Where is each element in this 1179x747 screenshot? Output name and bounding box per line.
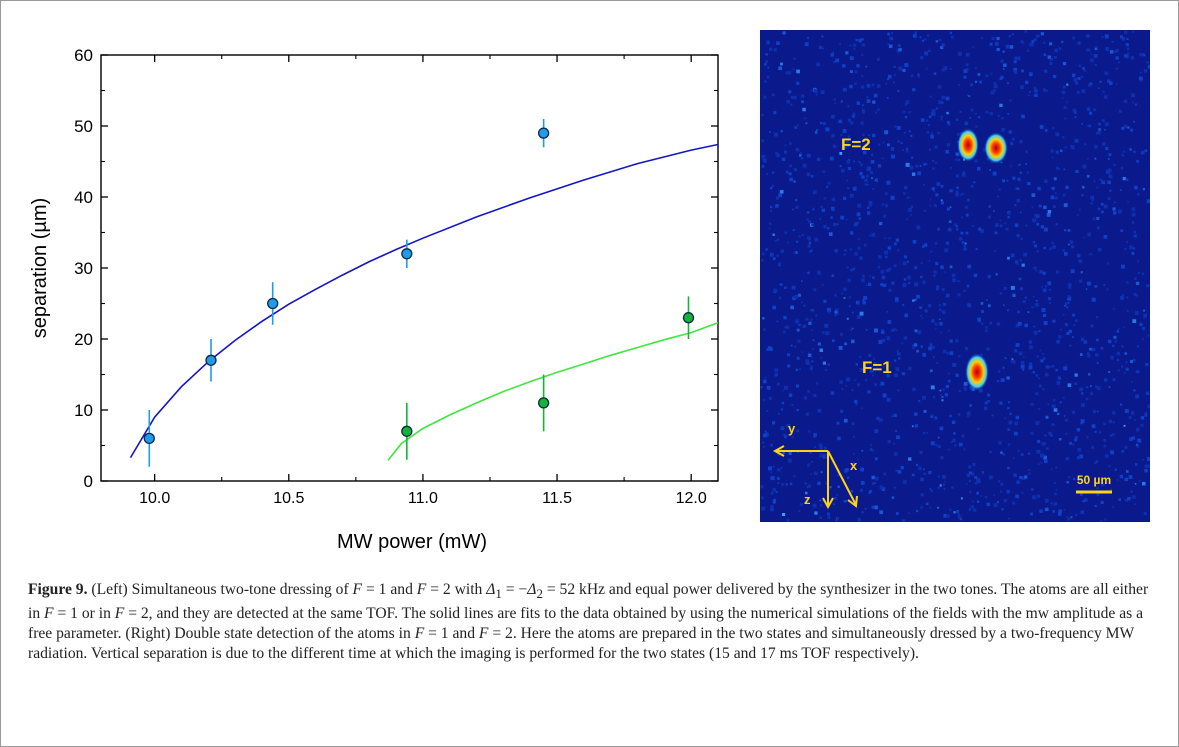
data-point (537, 397, 550, 409)
x-tick-label: 12.0 (676, 490, 707, 507)
axis-label-z: z (804, 492, 811, 507)
data-points (143, 118, 695, 467)
data-point (401, 248, 413, 260)
y-tick-label: 40 (74, 188, 93, 207)
scale-bar-label: 50 µm (1077, 473, 1111, 487)
chart-axes: 10.0 10.5 11.0 11.5 12.0 0 10 20 30 40 50 60 (74, 46, 719, 507)
data-point (143, 432, 155, 445)
x-tick-label: 10.5 (273, 490, 304, 507)
atom-cloud-f1 (965, 353, 989, 391)
noise-speckle (760, 30, 1150, 522)
coordinate-axes-icon (772, 445, 858, 510)
y-tick-label: 30 (74, 259, 93, 278)
x-tick-label: 11.0 (408, 490, 438, 507)
atom-cloud-f2-right (984, 132, 1008, 164)
y-tick-label: 60 (74, 46, 93, 65)
fit-curve-1 (129, 143, 719, 459)
caption-text: (Left) Simultaneous two-tone dressing of… (28, 581, 1149, 662)
data-point (205, 354, 217, 366)
separation-chart: 10.0 10.5 11.0 11.5 12.0 0 10 20 30 40 50 60 separa… (29, 46, 719, 553)
y-tick-label: 50 (74, 117, 93, 136)
absorption-image: F=2 F=1 y x z 50 µm (760, 30, 1150, 522)
y-tick-label: 10 (74, 401, 93, 420)
axis-label-y: y (788, 421, 796, 436)
x-tick-label: 11.5 (542, 490, 572, 507)
fit-curve-2 (387, 321, 719, 461)
absorption-image-panel: F=2 F=1 y x z 50 µm (760, 30, 1150, 522)
fit-curves (129, 143, 719, 461)
data-point (537, 127, 550, 139)
plot-frame (100, 54, 719, 482)
y-tick-label: 0 (84, 472, 93, 491)
data-point (682, 312, 695, 324)
data-point (267, 297, 279, 310)
atom-cloud-f2-left (957, 128, 979, 162)
y-axis-label: separation (µm) (29, 198, 51, 338)
x-tick-label: 10.0 (139, 490, 170, 507)
label-f1: F=1 (862, 358, 892, 377)
figure-label: Figure 9. (28, 581, 88, 598)
x-axis-label: MW power (mW) (337, 531, 487, 553)
y-tick-label: 20 (74, 330, 93, 349)
data-point (401, 425, 413, 437)
label-f2: F=2 (841, 135, 871, 154)
axis-label-x: x (850, 458, 858, 473)
figure-caption: Figure 9. (Left) Simultaneous two-tone d… (28, 580, 1152, 663)
